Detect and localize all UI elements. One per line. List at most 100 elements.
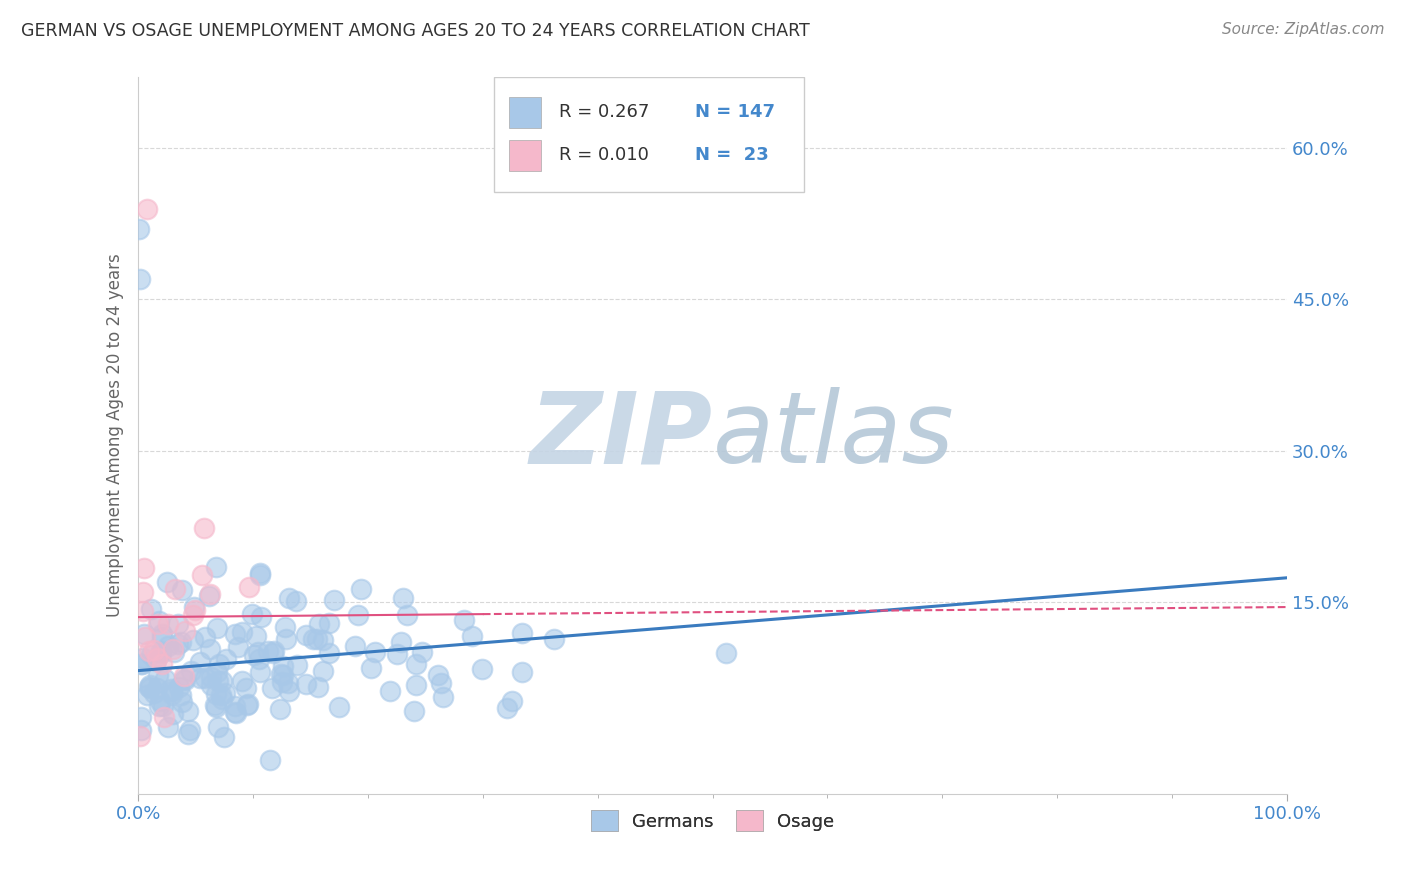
Point [149, 644, 172, 658]
Point [285, 657, 308, 672]
Point [179, 723, 201, 737]
Point [245, 629, 267, 643]
Point [181, 632, 204, 647]
Point [307, 632, 329, 647]
Point [259, 753, 281, 767]
Legend: Germans, Osage: Germans, Osage [583, 803, 841, 838]
Point [350, 582, 373, 597]
Y-axis label: Unemployment Among Ages 20 to 24 years: Unemployment Among Ages 20 to 24 years [107, 253, 124, 617]
Point [156, 639, 179, 653]
Point [242, 648, 264, 662]
Point [312, 633, 335, 648]
Point [347, 608, 370, 623]
Point [510, 626, 533, 640]
Point [224, 698, 246, 713]
Point [262, 646, 284, 660]
Point [142, 643, 165, 657]
Point [160, 684, 183, 698]
Point [224, 705, 246, 719]
Point [231, 625, 253, 640]
Point [471, 662, 494, 676]
Point [501, 694, 523, 708]
FancyBboxPatch shape [495, 78, 804, 192]
Point [150, 657, 173, 671]
Point [200, 670, 222, 684]
Point [129, 272, 152, 286]
Point [363, 645, 385, 659]
Point [318, 646, 340, 660]
Point [402, 705, 425, 719]
Point [224, 626, 246, 640]
Point [134, 631, 156, 645]
FancyBboxPatch shape [509, 97, 541, 128]
Point [138, 644, 160, 658]
Text: N =  23: N = 23 [696, 145, 769, 164]
Point [167, 680, 190, 694]
Point [174, 673, 197, 687]
Point [180, 664, 202, 678]
Point [194, 630, 217, 644]
Point [146, 617, 169, 632]
Point [156, 616, 179, 631]
Point [246, 644, 269, 658]
Point [714, 646, 737, 660]
Point [208, 657, 231, 672]
Point [510, 665, 533, 679]
Point [194, 671, 217, 685]
Point [170, 688, 193, 702]
Point [308, 616, 330, 631]
Point [236, 697, 259, 711]
Point [165, 582, 187, 596]
Point [205, 621, 228, 635]
Point [150, 631, 173, 645]
Point [152, 698, 174, 713]
Text: ZIP: ZIP [530, 387, 713, 484]
Point [285, 593, 308, 607]
Point [427, 668, 450, 682]
Point [215, 652, 238, 666]
Point [159, 681, 181, 696]
Point [212, 730, 235, 744]
Point [378, 684, 401, 698]
Text: N = 147: N = 147 [696, 103, 775, 120]
Point [273, 668, 295, 682]
Point [396, 608, 419, 623]
Point [128, 729, 150, 743]
Point [543, 632, 565, 647]
Point [387, 648, 409, 662]
Point [461, 629, 484, 643]
Point [167, 616, 190, 631]
Point [247, 652, 270, 666]
Point [250, 610, 273, 624]
Point [260, 681, 283, 695]
Point [162, 642, 184, 657]
Point [173, 672, 195, 686]
Point [214, 686, 236, 700]
Point [173, 669, 195, 683]
Point [146, 668, 169, 682]
Point [405, 678, 427, 692]
Point [145, 654, 167, 668]
Text: R = 0.010: R = 0.010 [558, 145, 648, 164]
Point [131, 657, 153, 672]
Point [177, 727, 200, 741]
Point [235, 681, 257, 696]
Point [198, 587, 221, 601]
Point [132, 651, 155, 665]
Point [271, 659, 294, 673]
Point [129, 710, 152, 724]
Point [205, 699, 228, 714]
Point [318, 615, 340, 630]
Point [207, 673, 229, 688]
Point [496, 701, 519, 715]
Point [211, 673, 233, 688]
Point [149, 694, 172, 708]
Point [263, 644, 285, 658]
Text: GERMAN VS OSAGE UNEMPLOYMENT AMONG AGES 20 TO 24 YEARS CORRELATION CHART: GERMAN VS OSAGE UNEMPLOYMENT AMONG AGES … [21, 22, 810, 40]
Point [392, 591, 415, 605]
Point [141, 602, 163, 616]
Point [240, 607, 263, 622]
Point [307, 681, 329, 695]
Point [411, 645, 433, 659]
Point [132, 561, 155, 575]
